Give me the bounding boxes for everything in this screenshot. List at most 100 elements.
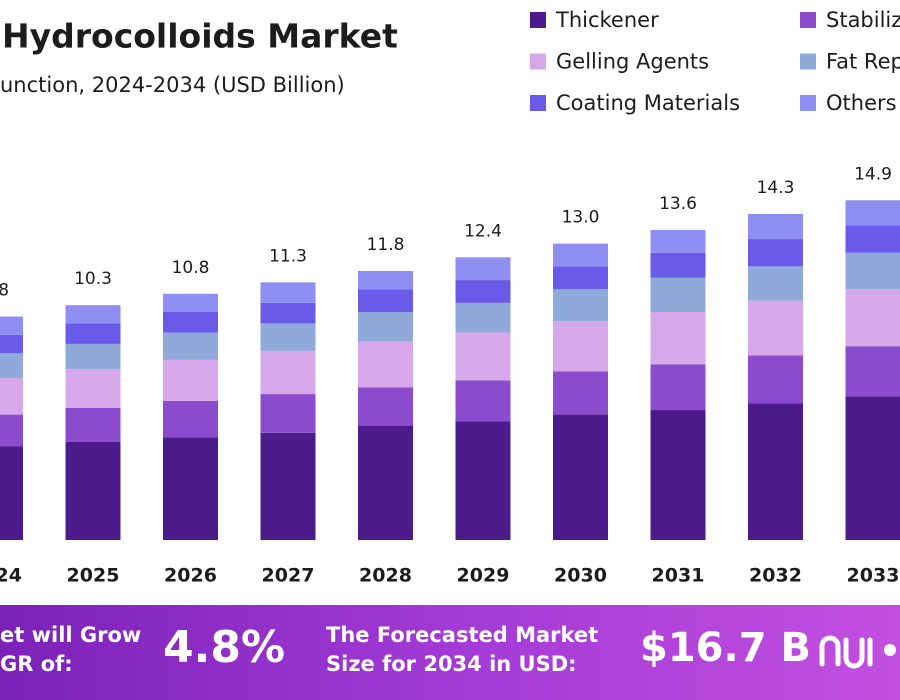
x-tick-label: 2025 [67,565,120,587]
legend-swatch [800,95,816,111]
bar-segment [748,213,803,240]
bar-segment [260,302,316,324]
total-label: 13.6 [659,194,697,214]
banner [0,605,900,700]
legend-swatch [530,53,546,70]
bar-segment [650,252,706,278]
banner-text: et will Grow [0,623,141,647]
cagr-value: 4.8% [163,622,285,673]
total-label: 11.8 [367,235,405,255]
bar-segment [358,312,413,342]
legend-label: Gelling Agents [556,50,709,74]
x-tick-label: 2028 [359,565,412,587]
bar-segment [163,332,218,360]
bar-segment [748,266,803,301]
bar-segment [553,243,608,267]
x-tick-label: 2031 [652,565,705,587]
total-label: 14.3 [757,178,795,198]
bar-segment [748,355,803,404]
x-tick-label: 2024 [0,565,22,587]
bar-segment [65,407,121,442]
logo [819,635,896,669]
bar-segment [553,266,608,290]
bar-segment [748,300,803,356]
legend-swatch [530,12,546,28]
total-label: 11.3 [269,246,307,266]
bar-segment [65,441,121,540]
bar-segment [0,378,23,415]
bar-segment [163,312,218,333]
total-label: 9.8 [0,281,9,301]
x-tick-label: 2027 [262,565,315,587]
bar-segment [358,426,413,540]
bar-segment [65,323,121,344]
total-label: 14.9 [854,164,892,184]
legend-label: Stabilizers [826,8,900,32]
bar-segment [650,312,706,365]
bar-segment [65,305,121,324]
bar-segment [455,257,511,281]
x-tick-label: 2032 [749,565,802,587]
bar-segment [260,432,316,540]
bar-segment [845,396,900,540]
bar-segment [455,332,511,381]
legend-swatch [530,95,546,111]
bar-segment [260,323,316,351]
bar-segment [845,252,900,290]
legend-label: Fat Replacers [826,50,900,74]
bar-segment [455,380,511,422]
bar-segment [163,400,218,438]
bar-segment [65,369,121,408]
bar-segment [163,293,218,312]
bar-segment [358,341,413,388]
x-tick-label: 2026 [164,565,217,587]
total-label: 10.8 [172,258,210,278]
bar-segment [0,414,23,447]
banner-text: The Forecasted Market [326,623,598,647]
total-label: 10.3 [74,269,112,289]
bar-segment [650,364,706,411]
bar-segment [845,200,900,226]
legend-label: Coating Materials [556,91,740,115]
legend-label: Thickener [555,8,659,32]
bar-segment [0,446,23,540]
bar-segment [553,321,608,372]
bar-segment [0,353,23,379]
bar-segment [260,394,316,433]
legend-swatch [800,53,816,70]
bar-segment [358,387,413,426]
bar-segment [455,302,511,333]
bar-segment [845,289,900,347]
bar-segment [163,359,218,401]
bar-segment [553,414,608,540]
bar-segment [455,421,511,540]
bar-segment [65,343,121,369]
bar-segment [358,270,413,290]
x-tick-label: 2029 [457,565,510,587]
chart-subtitle: unction, 2024-2034 (USD Billion) [0,73,345,97]
legend-swatch [800,12,816,28]
bar-segment [748,239,803,267]
legend-label: Others [826,91,897,115]
bar-segment [260,282,316,303]
x-tick-label: 2030 [554,565,607,587]
x-tick-label: 2033 [847,565,900,587]
bar-segment [650,277,706,312]
total-label: 12.4 [464,221,502,241]
bar-segment [358,289,413,312]
bar-segment [0,334,23,354]
banner-text: Size for 2034 in USD: [326,652,577,676]
bar-segment [163,437,218,540]
chart-title: Hydrocolloids Market [2,17,398,56]
banner-text: GR of: [0,652,73,676]
bar-segment [455,280,511,303]
bar-segment [553,371,608,415]
bar-segment [845,346,900,397]
total-label: 13.0 [562,208,600,228]
bar-segment [650,410,706,540]
bar-segment [0,316,23,335]
bar-segment [553,289,608,322]
bar-segment [260,350,316,395]
forecast-value: $16.7 B [640,625,811,671]
